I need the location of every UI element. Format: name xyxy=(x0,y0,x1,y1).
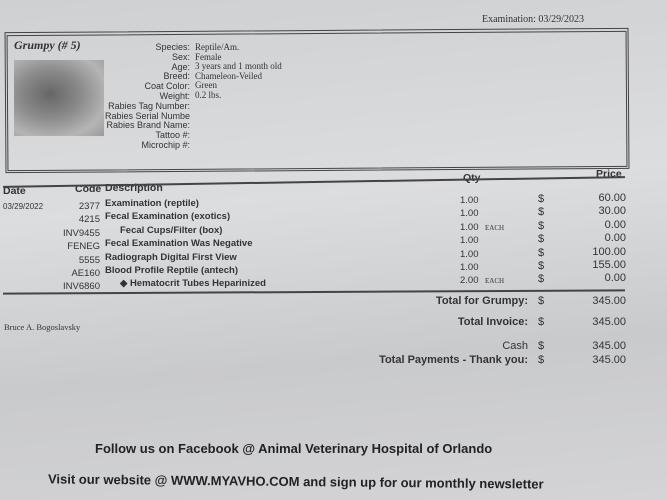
field-value: Chameleon-Veiled xyxy=(195,70,262,81)
row-currency: $ xyxy=(538,193,545,205)
row-code: 4215 xyxy=(78,214,100,226)
row-description: ◆ Hematocrit Tubes Heparinized xyxy=(120,278,266,290)
total-currency: $ xyxy=(538,340,545,352)
field-label: Rabies Brand Name: xyxy=(106,120,190,131)
total-currency: $ xyxy=(538,295,545,307)
header-rule xyxy=(3,176,625,188)
row-currency: $ xyxy=(538,246,545,259)
row-description: Fecal Cups/Filter (box) xyxy=(120,224,223,236)
field-label: Sex: xyxy=(171,51,190,62)
row-qty: 1.00 xyxy=(460,248,479,260)
row-date: 03/29/2022 xyxy=(3,202,44,211)
row-price: 0.00 xyxy=(604,232,626,245)
patient-name: Grumpy (# 5) xyxy=(14,38,81,52)
row-description: Fecal Examination Was Negative xyxy=(105,238,253,250)
field-value: Reptile/Am. xyxy=(195,42,240,52)
field-label: Weight: xyxy=(159,91,190,101)
total-amount: 345.00 xyxy=(592,295,626,307)
row-code: INV9455 xyxy=(63,227,100,239)
row-qty: 2.00 xyxy=(460,275,479,287)
field-value: 0.2 lbs. xyxy=(195,90,222,100)
total-amount: 345.00 xyxy=(592,340,626,352)
footer-website: Visit our website @ WWW.MYAVHO.COM and s… xyxy=(47,471,544,492)
row-description: Examination (reptile) xyxy=(105,198,199,209)
field-label: Age: xyxy=(171,61,190,72)
field-label: Rabies Tag Number: xyxy=(108,100,190,111)
total-currency: $ xyxy=(538,354,545,366)
row-price: 30.00 xyxy=(598,205,626,218)
field-value: Green xyxy=(195,80,217,91)
row-description: Radiograph Digital First View xyxy=(105,251,237,263)
total-currency: $ xyxy=(538,316,545,328)
field-label: Breed: xyxy=(163,71,190,82)
examination-value: 03/29/2023 xyxy=(538,14,584,25)
footer-facebook: Follow us on Facebook @ Animal Veterinar… xyxy=(95,441,493,456)
row-price: 100.00 xyxy=(592,245,626,258)
row-currency: $ xyxy=(538,260,545,272)
doctor-name: Bruce A. Bogoslavsky xyxy=(4,322,81,332)
examination-date: Examination: 03/29/2023 xyxy=(482,14,584,25)
row-price: 155.00 xyxy=(592,259,626,271)
row-code: INV6860 xyxy=(63,281,100,293)
total-label: Total Payments - Thank you: xyxy=(379,354,528,366)
row-qty: 1.00 xyxy=(460,208,479,220)
row-unit: EACH xyxy=(485,223,505,232)
total-amount: 345.00 xyxy=(592,316,626,328)
field-label: Microchip #: xyxy=(141,140,190,150)
field-value: Female xyxy=(195,51,222,62)
row-currency: $ xyxy=(538,206,545,219)
row-price: 0.00 xyxy=(604,218,626,231)
row-price: 60.00 xyxy=(598,192,626,204)
patient-photo xyxy=(14,60,104,136)
field-label: Tattoo #: xyxy=(155,130,190,141)
field-value: 3 years and 1 month old xyxy=(195,61,282,72)
row-code: 5555 xyxy=(78,254,100,266)
row-description: Fecal Examination (exotics) xyxy=(105,211,231,223)
total-label: Total Invoice: xyxy=(457,316,528,328)
row-code: AE160 xyxy=(71,268,100,279)
row-currency: $ xyxy=(538,219,545,232)
field-label: Coat Color: xyxy=(144,81,190,92)
examination-label: Examination: xyxy=(482,14,536,25)
header-date: Date xyxy=(3,185,26,197)
row-price: 0.00 xyxy=(604,272,626,285)
total-label: Total for Grumpy: xyxy=(435,295,528,307)
row-description: Blood Profile Reptile (antech) xyxy=(105,265,239,276)
row-qty: 1.00 xyxy=(460,235,479,247)
field-label: Rabies Serial Numbe xyxy=(104,110,190,121)
row-currency: $ xyxy=(538,273,545,286)
row-currency: $ xyxy=(538,233,545,246)
row-qty: 1.00 xyxy=(460,262,479,273)
row-unit: EACH xyxy=(485,277,505,286)
total-label: Cash xyxy=(502,340,528,352)
total-amount: 345.00 xyxy=(592,354,626,366)
field-label: Species: xyxy=(155,42,190,52)
row-qty: 1.00 xyxy=(460,221,479,233)
row-code: FENEG xyxy=(67,241,100,253)
row-qty: 1.00 xyxy=(460,195,479,206)
row-code: 2377 xyxy=(78,201,100,212)
